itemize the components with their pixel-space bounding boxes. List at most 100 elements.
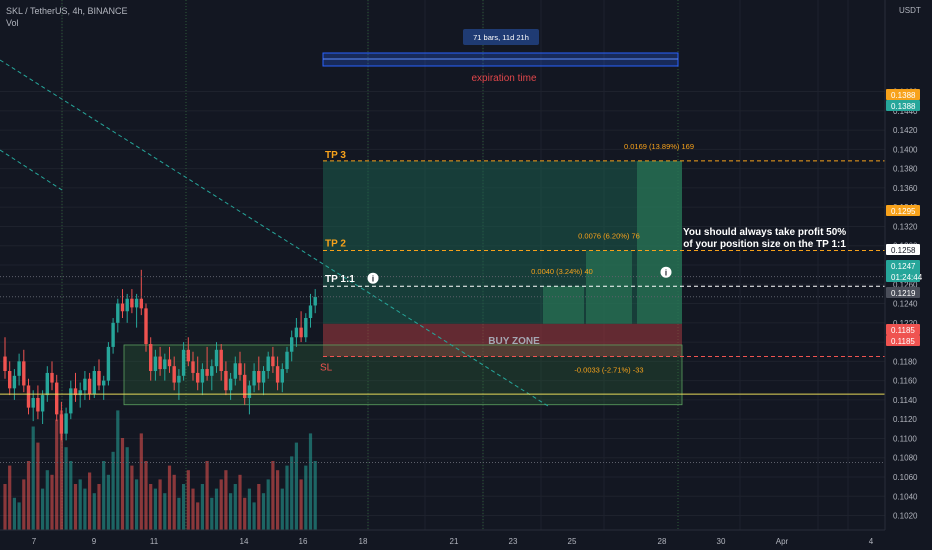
candle-body bbox=[97, 371, 101, 386]
buy-zone bbox=[323, 323, 682, 357]
time-tick-label: Apr bbox=[776, 537, 789, 546]
candle-body bbox=[125, 298, 129, 312]
annotations: 71 bars, 11d 21h expiration time TP 3 TP 2 T… bbox=[0, 29, 885, 464]
candles bbox=[3, 269, 317, 441]
range-box bbox=[123, 344, 683, 406]
candle-body bbox=[134, 298, 139, 308]
candle-body bbox=[130, 298, 134, 308]
volume-bar bbox=[130, 465, 134, 530]
volume-bar bbox=[45, 470, 49, 530]
candle-body bbox=[304, 318, 308, 338]
expiration-label: expiration time bbox=[471, 73, 536, 84]
candle-body bbox=[69, 388, 73, 414]
volume-bar bbox=[92, 493, 96, 530]
candle-body bbox=[308, 305, 313, 318]
candle-body bbox=[243, 374, 247, 398]
volume-bar bbox=[69, 461, 73, 530]
price-label-text: 0.1247 bbox=[891, 262, 916, 271]
volume-bar bbox=[163, 493, 167, 530]
time-tick-label: 14 bbox=[240, 537, 249, 546]
tp3-stat: 0.0169 (13.89%) 169 bbox=[624, 142, 694, 151]
volume-bar bbox=[308, 433, 313, 530]
candle-body bbox=[294, 327, 299, 338]
volume-bar bbox=[294, 442, 298, 530]
price-axis-ticks: 0.14600.14400.14200.14000.13800.13600.13… bbox=[893, 88, 918, 521]
price-label-text: 0.1219 bbox=[891, 289, 916, 298]
candle-body bbox=[50, 372, 54, 383]
info-icon-glyph: i bbox=[372, 275, 374, 284]
candle-body bbox=[247, 385, 252, 398]
candle-body bbox=[153, 356, 158, 371]
price-label-box bbox=[886, 324, 920, 335]
time-tick-label: 7 bbox=[32, 537, 37, 546]
tp3-label: TP 3 bbox=[325, 150, 346, 161]
volume-label: Vol bbox=[6, 18, 19, 28]
volume-bar bbox=[229, 493, 233, 530]
price-label-text: 0.1185 bbox=[891, 326, 915, 335]
price-tick-label: 0.1180 bbox=[893, 357, 917, 366]
candle-body bbox=[64, 413, 68, 434]
candle-body bbox=[116, 303, 120, 323]
volume-bar bbox=[224, 470, 228, 530]
symbol-title[interactable]: SKL / TetherUS, 4h, BINANCE bbox=[6, 6, 128, 16]
candle-body bbox=[219, 349, 223, 371]
time-tick-label: 4 bbox=[869, 537, 874, 546]
volume-bar bbox=[120, 438, 125, 530]
tp2-column bbox=[586, 250, 632, 324]
candle-body bbox=[290, 337, 294, 352]
candle-body bbox=[26, 385, 31, 408]
volume-bar bbox=[299, 479, 303, 530]
price-tick-label: 0.1420 bbox=[893, 126, 918, 135]
candle-body bbox=[158, 356, 162, 370]
volume-bar bbox=[276, 470, 280, 530]
volume-bar bbox=[214, 488, 219, 530]
volume-bar bbox=[106, 474, 110, 530]
candle-body bbox=[214, 349, 219, 367]
volume-bar bbox=[196, 502, 200, 530]
time-axis[interactable] bbox=[0, 530, 885, 550]
volume-bar bbox=[36, 442, 40, 530]
info-icon bbox=[367, 272, 379, 284]
candle-body bbox=[111, 322, 115, 347]
volume-bar bbox=[139, 433, 143, 530]
tp1-stat: 0.0040 (3.24%) 40 bbox=[531, 267, 593, 276]
volume-bar bbox=[31, 426, 35, 530]
volume-bar bbox=[247, 488, 251, 530]
volume-bar bbox=[111, 451, 115, 530]
candle-body bbox=[73, 388, 78, 396]
volume-bar bbox=[153, 488, 157, 530]
volume-bar bbox=[182, 484, 186, 530]
price-tick-label: 0.1400 bbox=[893, 145, 918, 154]
candle-body bbox=[3, 356, 7, 371]
volume-bar bbox=[59, 410, 63, 530]
volume-bar bbox=[12, 497, 16, 530]
candle-body bbox=[120, 303, 125, 312]
candle-body bbox=[139, 298, 143, 309]
volume-bar bbox=[102, 461, 106, 530]
tp1-column bbox=[543, 286, 584, 324]
candle-body bbox=[228, 378, 233, 391]
volume-bar bbox=[219, 479, 223, 530]
price-tick-label: 0.1080 bbox=[893, 454, 918, 463]
volume-bar bbox=[144, 461, 148, 530]
candle-body bbox=[313, 296, 317, 306]
price-label-text: 0.1258 bbox=[891, 246, 916, 255]
price-label-text: 0.1388 bbox=[891, 102, 916, 111]
candle-body bbox=[167, 359, 172, 367]
time-tick-label: 9 bbox=[92, 537, 97, 546]
price-unit: USDT bbox=[899, 6, 921, 15]
candle-body bbox=[252, 371, 256, 386]
volume-bar bbox=[191, 488, 195, 530]
candle-body bbox=[55, 382, 59, 415]
candle-body bbox=[45, 372, 49, 396]
price-tick-label: 0.1260 bbox=[893, 280, 918, 289]
price-tick-label: 0.1020 bbox=[893, 512, 918, 521]
volume-bar bbox=[22, 479, 26, 530]
candle-body bbox=[22, 361, 26, 386]
candle-body bbox=[36, 397, 40, 412]
trade-zones bbox=[123, 160, 683, 406]
price-label-text: 0.1185 bbox=[891, 337, 915, 346]
candle-body bbox=[31, 397, 35, 408]
candle-body bbox=[102, 380, 106, 386]
